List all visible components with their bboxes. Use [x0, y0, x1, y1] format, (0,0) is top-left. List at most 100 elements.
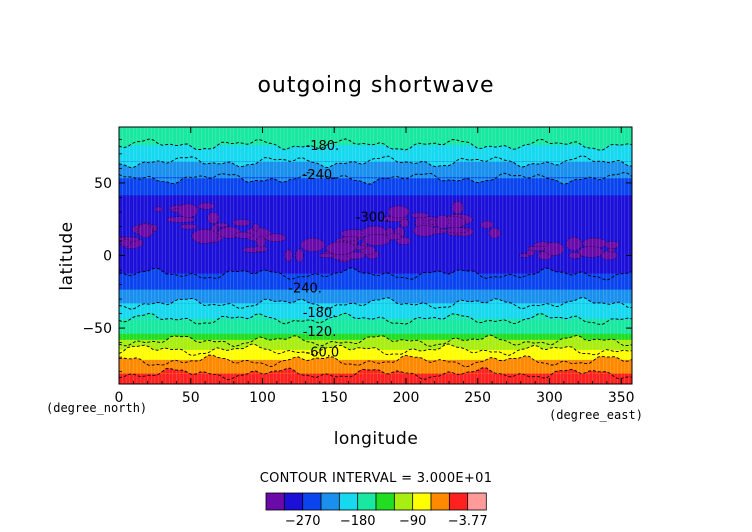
band-row [119, 345, 632, 349]
colorbar-label: −270 [285, 514, 321, 529]
contour-label: -240. [303, 168, 337, 183]
colorbar-swatch [448, 492, 469, 511]
band-wobble [119, 267, 632, 281]
band-row [119, 133, 632, 136]
band-row [119, 201, 632, 204]
colorbar-swatch [375, 492, 396, 511]
convective-blob [600, 250, 618, 261]
convective-blob [387, 205, 410, 219]
chart-title: outgoing shortwave [257, 73, 494, 98]
band-row [119, 213, 632, 216]
x-tick-label: 50 [182, 390, 200, 406]
convective-blob [121, 238, 131, 247]
band-row [119, 303, 632, 307]
band-row [119, 185, 632, 188]
contour-line [119, 312, 632, 326]
contour-line [119, 172, 632, 185]
band-row [119, 257, 632, 261]
band-row [119, 203, 632, 206]
band-row [119, 355, 632, 359]
x-tick-label: 200 [393, 390, 420, 406]
colorbar: −270 −180 −90 −3.77 [265, 492, 488, 529]
band-row [119, 217, 632, 220]
band-row [119, 209, 632, 212]
band-row [119, 293, 632, 297]
x-tick-label: 250 [464, 390, 491, 406]
convective-blob [295, 248, 304, 263]
colorbar-label: −3.77 [448, 514, 488, 529]
contour-line [119, 297, 632, 310]
band-row [119, 379, 632, 383]
y-tick-label: −50 [82, 321, 112, 337]
y-axis-unit: (degree_north) [46, 401, 147, 415]
band-row [119, 367, 632, 371]
y-tick-label: 50 [94, 176, 112, 192]
band-wobble [119, 335, 632, 347]
contour-label: -240. [288, 281, 322, 296]
band-row [119, 173, 632, 176]
band-row [119, 247, 632, 251]
convective-blob [180, 223, 198, 230]
convective-blob [396, 236, 411, 245]
band-row [119, 275, 632, 279]
colorbar-label: −90 [399, 514, 426, 529]
band-row [119, 319, 632, 323]
band-row [119, 381, 632, 384]
contour-interval-text: CONTOUR INTERVAL = 3.000E+01 [260, 471, 493, 486]
contour-labels: -180. -240. -300. -240. -180. -120. -60.0 [288, 139, 389, 360]
convective-blobs [119, 201, 620, 263]
band-row [119, 363, 632, 367]
convective-blob [318, 253, 335, 258]
colorbar-swatch [283, 492, 304, 511]
x-axis-unit: (degree_east) [549, 408, 643, 422]
band-row [119, 191, 632, 194]
meridian-stripes [119, 127, 632, 384]
contour-line [119, 267, 632, 281]
y-axis-ticks: −50 0 50 [82, 138, 632, 373]
convective-blob [214, 222, 229, 228]
convective-blob [566, 237, 582, 251]
convective-blob [527, 245, 547, 251]
convective-blob [232, 219, 251, 227]
convective-blob [253, 245, 268, 252]
contour-line [119, 155, 632, 169]
convective-blob [347, 251, 366, 260]
band-row [119, 187, 632, 190]
convective-blob [435, 214, 450, 229]
band-row [119, 263, 632, 267]
band-wobble [119, 355, 632, 367]
band-row [119, 129, 632, 132]
contour-line [119, 138, 632, 151]
convective-blob [177, 203, 199, 218]
band-row [119, 323, 632, 327]
band-row [119, 291, 632, 295]
band-row [119, 269, 632, 273]
colorbar-swatch [302, 492, 322, 511]
band-row [119, 215, 632, 218]
band-row [119, 267, 632, 271]
band-row [119, 351, 632, 355]
band-row [119, 309, 632, 313]
convective-blob [207, 211, 220, 224]
band-row [119, 167, 632, 170]
colorbar-swatch [357, 492, 377, 511]
band-row [119, 199, 632, 202]
convective-blob [410, 212, 429, 219]
band-row [119, 151, 632, 154]
contour-line [119, 367, 632, 381]
band-row [119, 327, 632, 331]
band-row [119, 271, 632, 275]
band-row [119, 223, 632, 226]
x-tick-label: 100 [249, 390, 276, 406]
colorbar-swatch [265, 492, 286, 511]
band-row [119, 265, 632, 269]
contour-label: -180. [303, 306, 337, 321]
colorbar-swatch [338, 492, 359, 511]
plot-area [119, 127, 632, 384]
y-tick-label: 0 [103, 249, 112, 265]
band-row [119, 341, 632, 345]
band-row [119, 183, 632, 186]
band-row [119, 375, 632, 379]
colorbar-swatch [467, 492, 487, 511]
band-row [119, 297, 632, 301]
